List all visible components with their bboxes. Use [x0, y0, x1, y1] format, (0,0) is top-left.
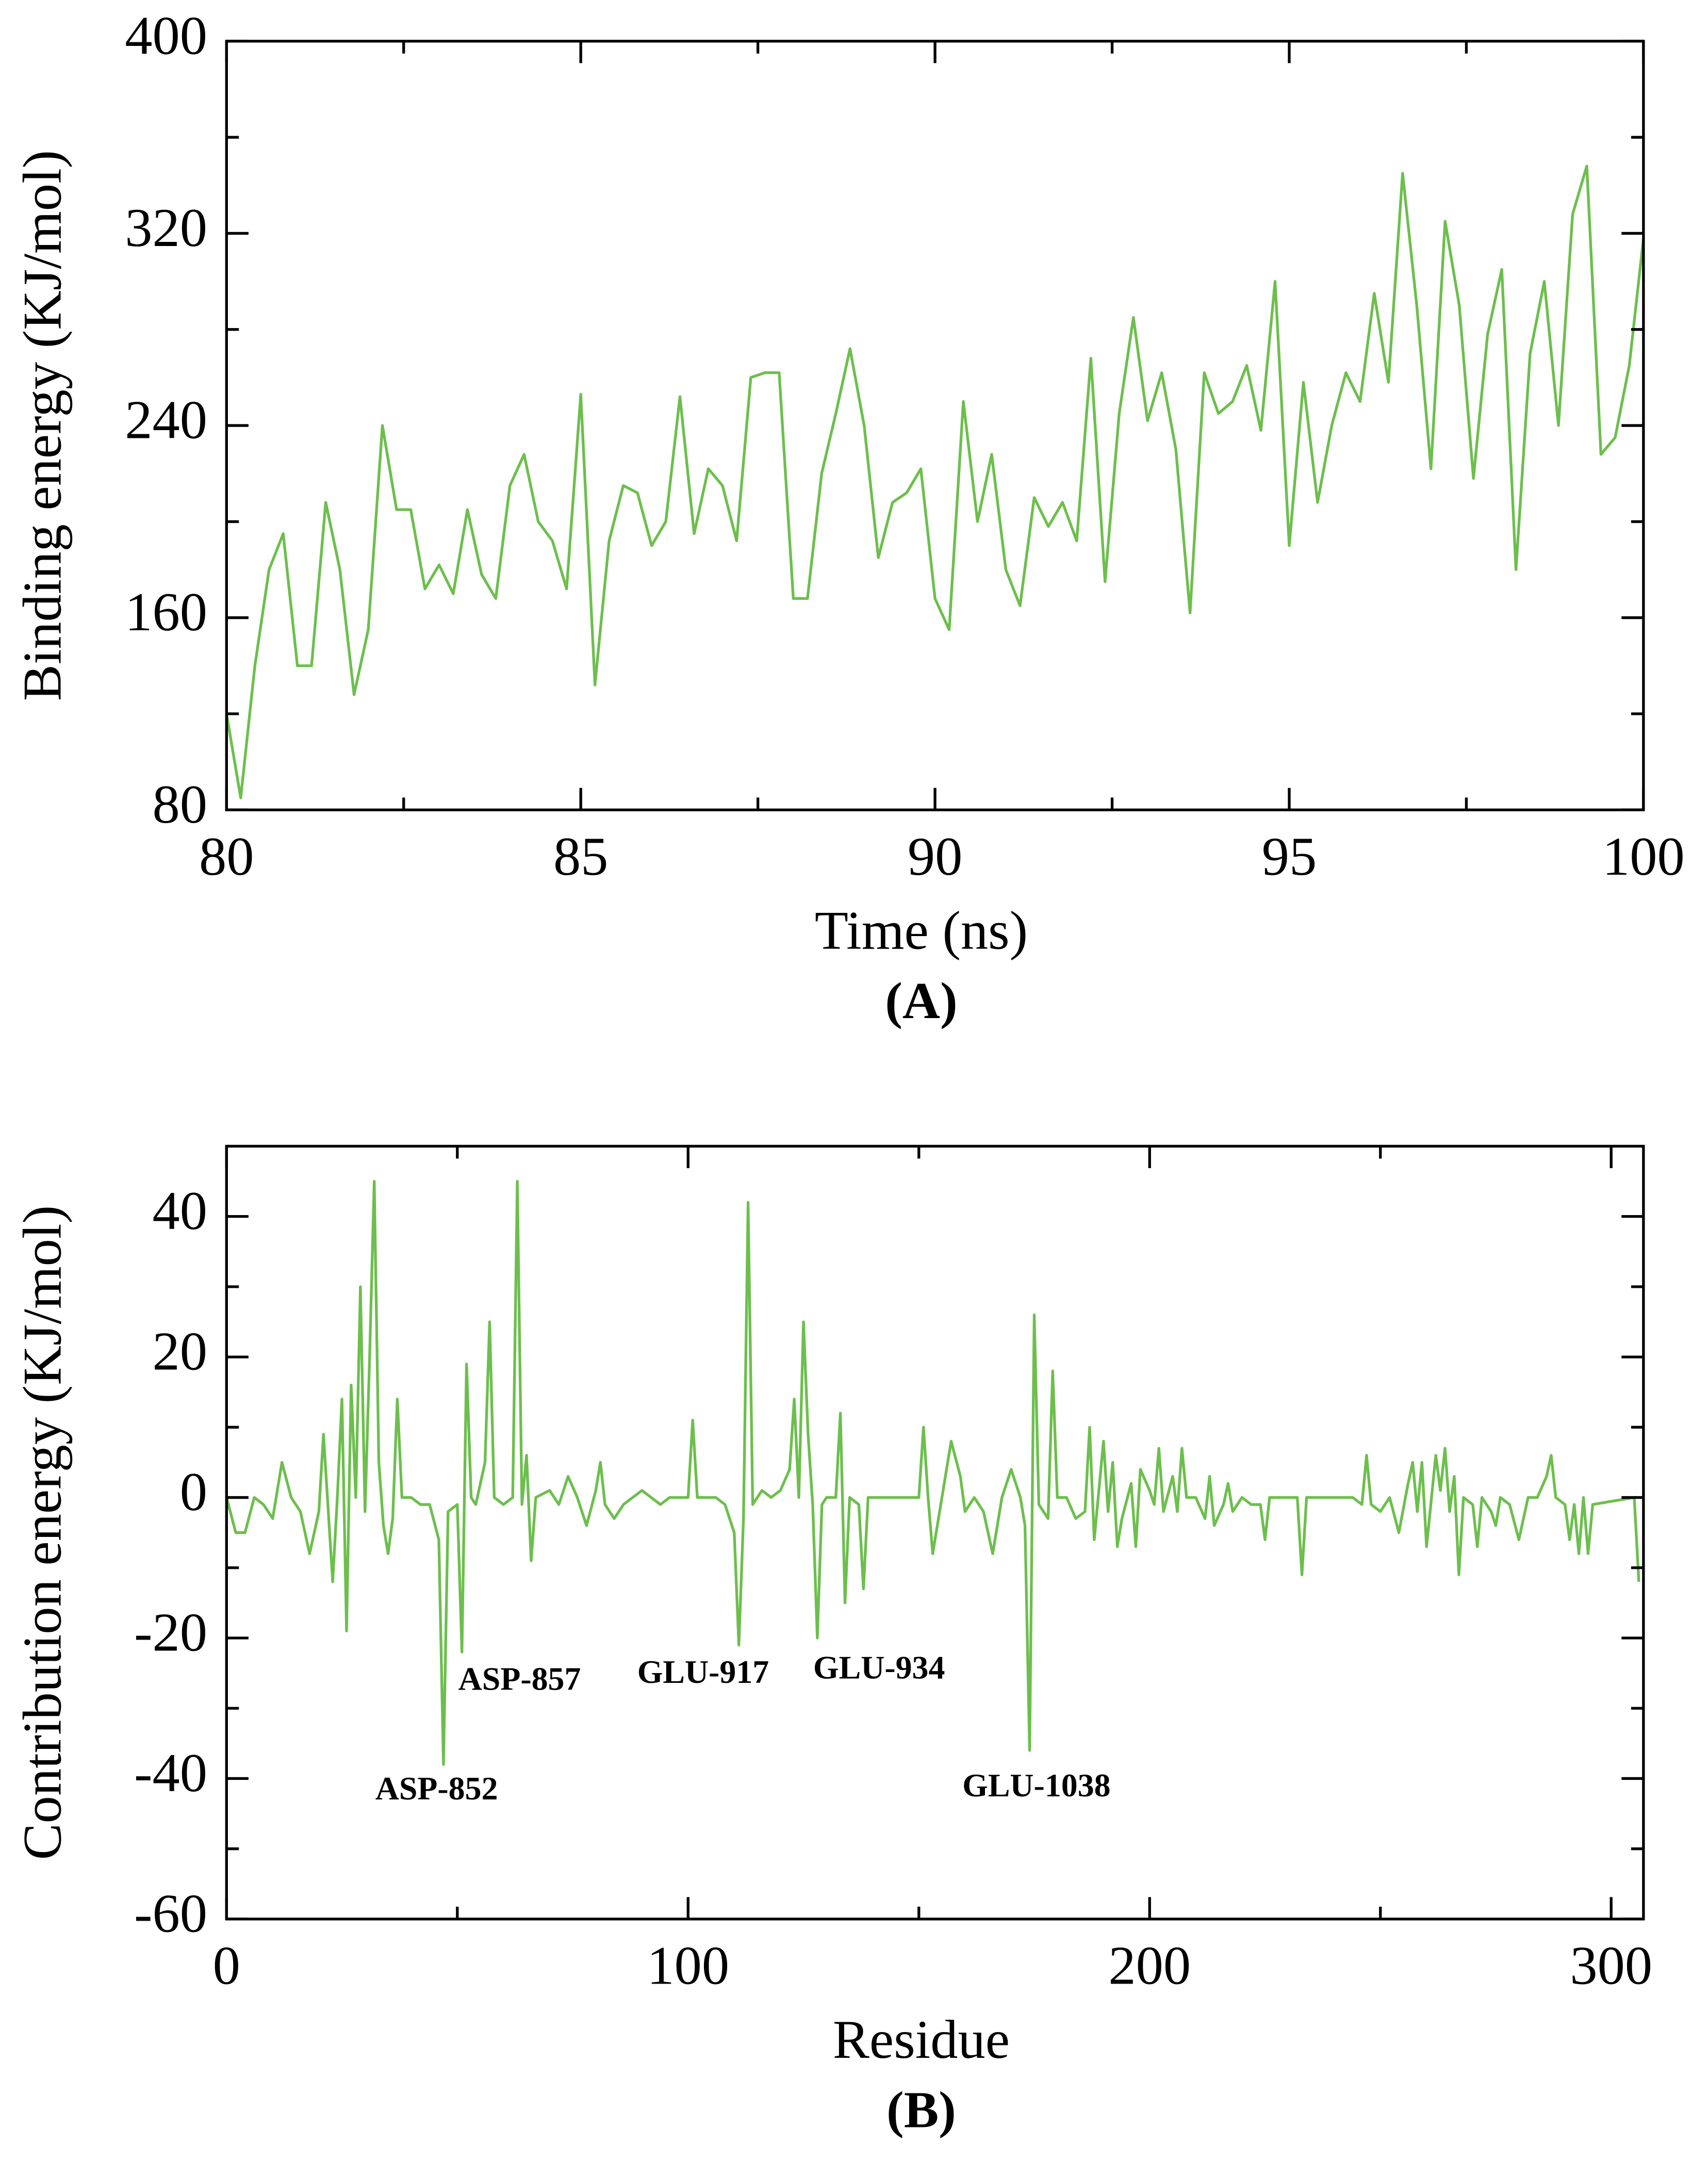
chart: 80 160 240 320 400 80 85 90 95 100 Time (ns) (A) Bin… — [12, 5, 1685, 1029]
x-tick-label: 0 — [213, 1935, 240, 1996]
x-tick-label: 80 — [199, 826, 254, 887]
y-tick-label: 40 — [153, 1181, 207, 1241]
x-tick-label: 95 — [1262, 826, 1317, 887]
y-tick-label: -60 — [134, 1883, 207, 1944]
x-tick-label: 100 — [1602, 826, 1685, 887]
y-tick-label: 400 — [125, 5, 207, 66]
plot-frame — [225, 1144, 1645, 1921]
x-axis-label: Residue — [833, 2009, 1010, 2070]
y-tick-label: 0 — [180, 1462, 207, 1522]
panel-label: (A) — [885, 972, 957, 1029]
plot-frame — [225, 40, 1645, 811]
y-tick-label: -40 — [134, 1743, 207, 1804]
y-axis-label: Contribution energy (KJ/mol) — [12, 1205, 73, 1860]
panel-label: (B) — [886, 2081, 956, 2139]
y-tick-label: 160 — [125, 582, 207, 643]
y-tick-label: 20 — [153, 1321, 207, 1382]
y-axis-label: Binding energy (KJ/mol) — [12, 150, 73, 701]
y-tick-label: -20 — [134, 1602, 207, 1663]
data-line — [225, 1180, 1640, 1766]
annotation: GLU-1038 — [962, 1767, 1110, 1804]
x-tick-label: 200 — [1108, 1935, 1191, 1996]
annotation: GLU-934 — [813, 1649, 945, 1686]
annotation: ASP-857 — [458, 1660, 581, 1697]
y-tick-label: 240 — [125, 390, 207, 451]
x-tick-label: 85 — [553, 826, 608, 887]
data-line — [225, 165, 1645, 799]
y-tick-label: 80 — [153, 774, 207, 835]
x-tick-label: 90 — [908, 826, 962, 887]
x-tick-label: 300 — [1570, 1935, 1652, 1996]
annotation: GLU-917 — [637, 1653, 769, 1690]
x-tick-label: 100 — [647, 1935, 729, 1996]
chart: -60 -40 -20 0 20 40 0 100 200 300 Residue (B) Contri… — [12, 1144, 1652, 2139]
annotation: ASP-852 — [375, 1770, 498, 1807]
x-axis-label: Time (ns) — [815, 900, 1028, 961]
y-tick-label: 320 — [125, 198, 207, 258]
